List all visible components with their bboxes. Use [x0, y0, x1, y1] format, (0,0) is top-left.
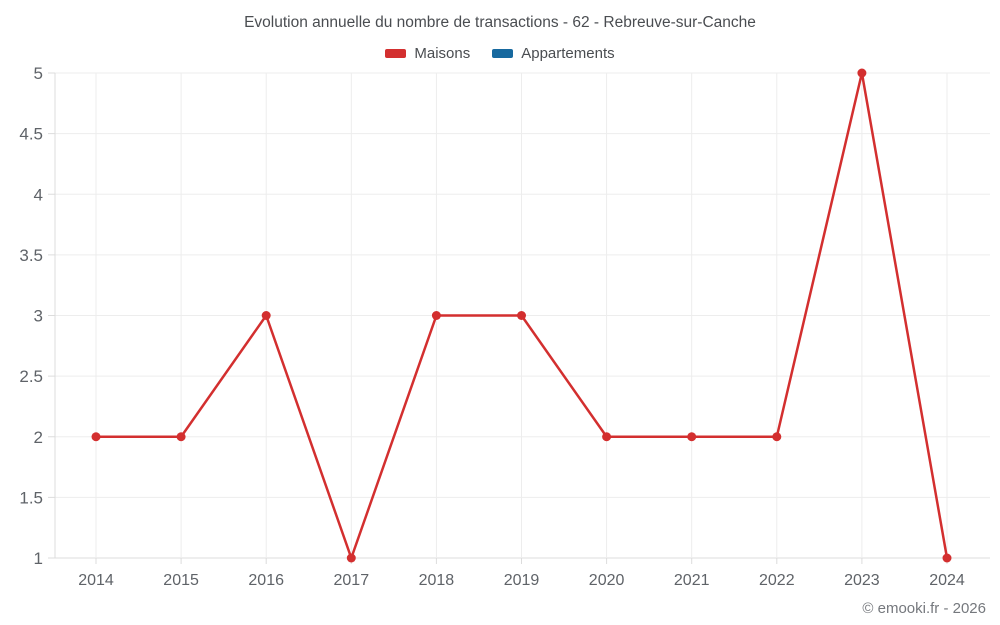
copyright: © emooki.fr - 2026 — [862, 600, 986, 617]
maisons-swatch-icon — [385, 49, 407, 58]
chart-title: Evolution annuelle du nombre de transact… — [244, 14, 756, 31]
legend-item-appartements[interactable]: Appartements — [492, 45, 615, 62]
legend-item-maisons[interactable]: Maisons — [385, 45, 470, 62]
y-tick-label: 1.5 — [19, 488, 43, 507]
data-point — [261, 311, 271, 320]
y-tick-label: 1 — [34, 549, 43, 568]
x-tick-label: 2019 — [504, 572, 540, 589]
x-tick-label: 2015 — [163, 572, 199, 589]
data-point — [431, 311, 441, 320]
data-point — [517, 311, 526, 320]
data-point — [602, 432, 612, 442]
y-tick-label: 5 — [34, 64, 43, 83]
y-tick-label: 3.5 — [19, 246, 43, 265]
data-point — [346, 553, 356, 563]
x-tick-label: 2021 — [674, 572, 710, 589]
x-tick-label: 2016 — [248, 572, 284, 589]
x-tick-label: 2023 — [844, 572, 880, 589]
data-point — [942, 553, 952, 563]
y-tick-label: 4.5 — [19, 125, 43, 144]
legend-label-maisons: Maisons — [414, 45, 471, 62]
x-tick-label: 2020 — [589, 572, 625, 589]
y-tick-label: 2 — [34, 428, 43, 447]
data-point — [687, 432, 697, 442]
x-tick-label: 2024 — [929, 572, 965, 589]
data-point — [176, 432, 186, 442]
data-point — [91, 432, 101, 442]
x-tick-label: 2017 — [334, 572, 370, 589]
data-point — [772, 432, 782, 442]
x-tick-label: 2014 — [78, 572, 114, 589]
legend-label-appartements: Appartements — [521, 45, 615, 62]
y-tick-label: 3 — [34, 307, 43, 326]
appartements-swatch-icon — [492, 49, 514, 58]
y-tick-label: 4 — [34, 185, 43, 204]
x-tick-label: 2018 — [419, 572, 455, 589]
data-point — [857, 68, 867, 78]
legend: Maisons Appartements — [0, 45, 1000, 62]
x-tick-label: 2022 — [759, 572, 795, 589]
y-tick-label: 2.5 — [19, 367, 43, 386]
